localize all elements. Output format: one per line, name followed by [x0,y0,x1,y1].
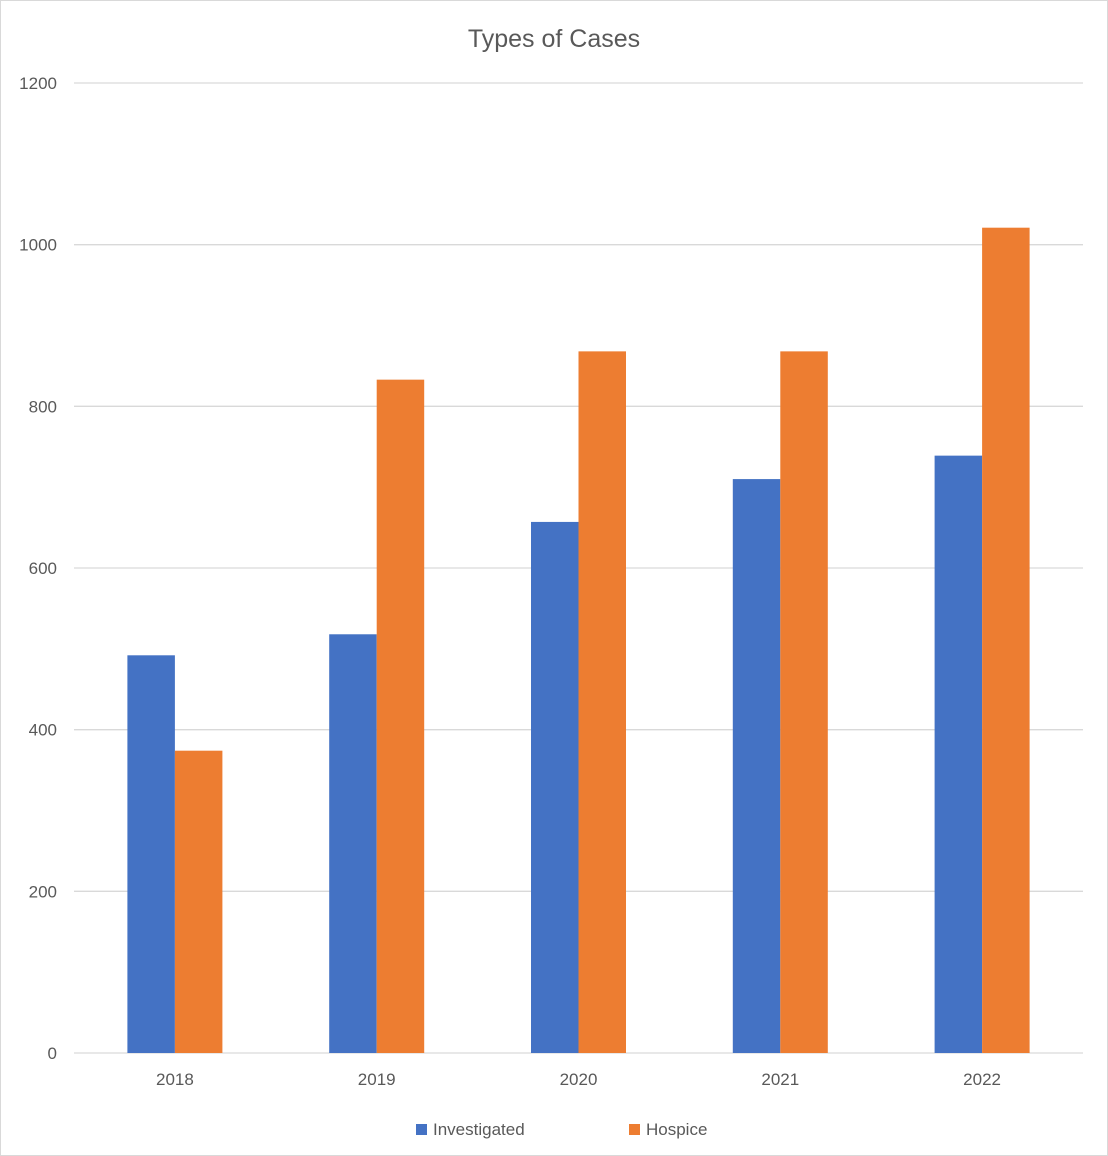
bar-investigated-2022 [934,455,983,1053]
legend-label-investigated: Investigated [433,1120,525,1139]
chart-title: Types of Cases [468,25,640,53]
x-tick-label: 2020 [560,1070,598,1089]
legend: Investigated Hospice [416,1120,707,1139]
y-tick-label: 400 [29,721,57,740]
bar-investigated-2018 [127,655,175,1053]
bar-hospice-2019 [376,379,425,1053]
bar-hospice-2020 [578,351,626,1053]
legend-swatch-hospice [629,1124,640,1135]
bar-hospice-2021 [780,351,828,1053]
legend-swatch-investigated [416,1124,427,1135]
legend-label-hospice: Hospice [646,1120,707,1139]
x-tick-label: 2019 [358,1070,396,1089]
y-tick-label: 1000 [19,236,57,255]
x-axis-ticks: 2018 2019 2020 2021 2022 [156,1070,1001,1089]
bar-investigated-2021 [732,479,781,1053]
y-tick-label: 600 [29,559,57,578]
bar-investigated-2019 [329,634,377,1053]
bars [127,227,1030,1054]
bar-hospice-2018 [174,750,223,1053]
x-tick-label: 2022 [963,1070,1001,1089]
bar-hospice-2022 [982,227,1030,1054]
y-tick-label: 800 [29,397,57,416]
y-tick-label: 1200 [19,74,57,93]
bar-investigated-2020 [531,521,579,1053]
y-tick-label: 200 [29,882,57,901]
x-tick-label: 2018 [156,1070,194,1089]
x-tick-label: 2021 [761,1070,799,1089]
y-tick-label: 0 [48,1044,57,1063]
y-axis-ticks: 0 200 400 600 800 1000 1200 [19,74,57,1063]
